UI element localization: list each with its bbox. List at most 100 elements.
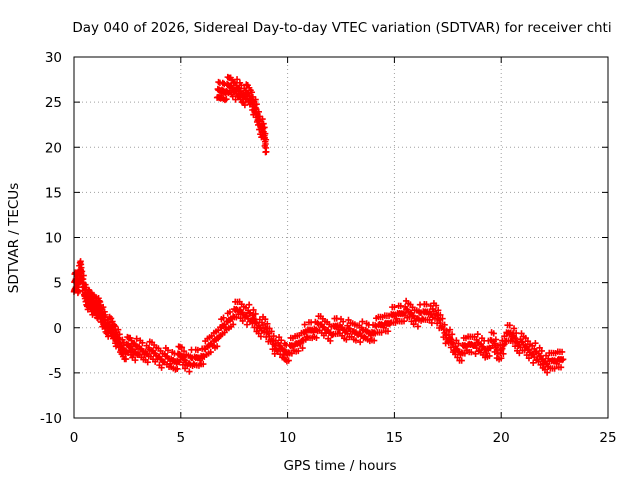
data-point-fill [122, 355, 130, 363]
x-axis-label: GPS time / hours [283, 458, 396, 474]
data-point-fill [391, 304, 398, 311]
data-point-fill [447, 336, 455, 343]
data-point-fill [359, 318, 366, 325]
data-point-fill [233, 76, 241, 83]
data-point-fill [265, 330, 272, 337]
data-point-fill [370, 337, 378, 344]
data-point [553, 360, 560, 368]
data-point-fill [551, 365, 558, 372]
data-point [263, 148, 270, 155]
data-point-fill [99, 303, 107, 311]
data-point-fill [255, 108, 262, 116]
data-point-fill [288, 342, 296, 349]
data-point-fill [144, 359, 151, 366]
data-point-fill [245, 301, 253, 308]
data-point-fill [490, 330, 497, 337]
data-point-fill [472, 350, 479, 358]
data-point-fill [440, 325, 447, 333]
data-point-fill [512, 329, 520, 337]
tick-labels: 0 5 10 15 20 25 -10 -5 0 5 10 15 20 25 30 [40, 50, 617, 446]
data-point-fill [455, 340, 462, 347]
data-point-fill [501, 341, 508, 348]
data-point-fill [229, 313, 237, 320]
data-point-fill [414, 323, 422, 330]
data-point-fill [437, 311, 444, 319]
data-point-fill [80, 272, 87, 279]
y-tick-label: 0 [53, 321, 62, 337]
data-point-fill [277, 337, 285, 344]
data-point-fill [301, 321, 308, 328]
data-point-fill [448, 331, 456, 338]
data-point-fill [243, 321, 251, 328]
data-point-fill [250, 314, 257, 322]
data-point-fill [538, 347, 545, 355]
data-point-fill [213, 343, 221, 350]
data-point-fill [174, 365, 181, 373]
data-point-fill [525, 354, 533, 362]
data-point-fill [226, 308, 234, 316]
data-point-fill [357, 338, 364, 346]
data-point-fill [164, 347, 172, 354]
data-point [418, 315, 426, 322]
chart-title: Day 040 of 2026, Sidereal Day-to-day VTE… [72, 20, 611, 36]
data-point-fill [260, 120, 267, 127]
x-tick-label: 25 [599, 430, 616, 446]
data-point-fill [250, 306, 257, 314]
data-point-fill [443, 327, 450, 335]
data-point-fill [313, 334, 320, 342]
data-point-fill [200, 360, 207, 368]
data-point [483, 349, 490, 357]
data-markers [70, 73, 567, 376]
data-point-fill [270, 332, 277, 340]
y-tick-label: -5 [49, 366, 62, 382]
data-point-fill [299, 344, 306, 352]
data-point-fill [261, 124, 268, 131]
data-point-fill [133, 335, 140, 342]
data-point-fill [229, 321, 237, 328]
data-point-fill [158, 364, 165, 371]
x-tick-label: 5 [177, 430, 186, 446]
data-point-fill [343, 336, 350, 343]
data-point-fill [557, 364, 565, 371]
data-point [406, 313, 413, 321]
data-point-fill [516, 349, 523, 357]
grid-lines [74, 57, 608, 418]
data-point-fill [458, 349, 465, 356]
data-point-fill [439, 315, 446, 322]
data-point-fill [423, 301, 430, 308]
data-point-fill [180, 347, 188, 355]
data-point-fill [468, 348, 475, 356]
y-tick-label: 25 [45, 95, 62, 111]
data-point-fill [432, 302, 440, 309]
data-point-fill [301, 329, 308, 336]
data-point-fill [223, 95, 230, 103]
data-point [559, 356, 567, 363]
y-tick-label: 30 [45, 50, 62, 66]
data-point-fill [248, 89, 256, 96]
data-point-fill [441, 321, 448, 328]
data-point-fill [262, 136, 270, 143]
data-point-fill [506, 322, 513, 329]
data-point-fill [500, 350, 507, 358]
data-point-fill [257, 333, 265, 340]
data-point-fill [498, 354, 505, 362]
data-point-fill [78, 268, 86, 275]
y-tick-label: 10 [45, 231, 62, 247]
data-point-fill [558, 348, 566, 356]
data-point-fill [295, 347, 302, 355]
x-tick-label: 20 [493, 430, 510, 446]
data-point-fill [499, 345, 506, 352]
data-point-fill [501, 332, 508, 340]
data-point-fill [207, 348, 214, 356]
data-point-fill [543, 369, 551, 376]
data-point-fill [239, 317, 246, 325]
data-point-fill [132, 356, 139, 364]
data-point-fill [458, 357, 465, 364]
data-point-fill [491, 340, 498, 348]
data-point-fill [253, 100, 260, 108]
y-tick-label: 5 [53, 276, 62, 292]
data-point-fill [252, 310, 259, 318]
data-point-fill [252, 318, 259, 326]
y-tick-label: 20 [45, 140, 62, 156]
data-point-fill [446, 326, 454, 333]
